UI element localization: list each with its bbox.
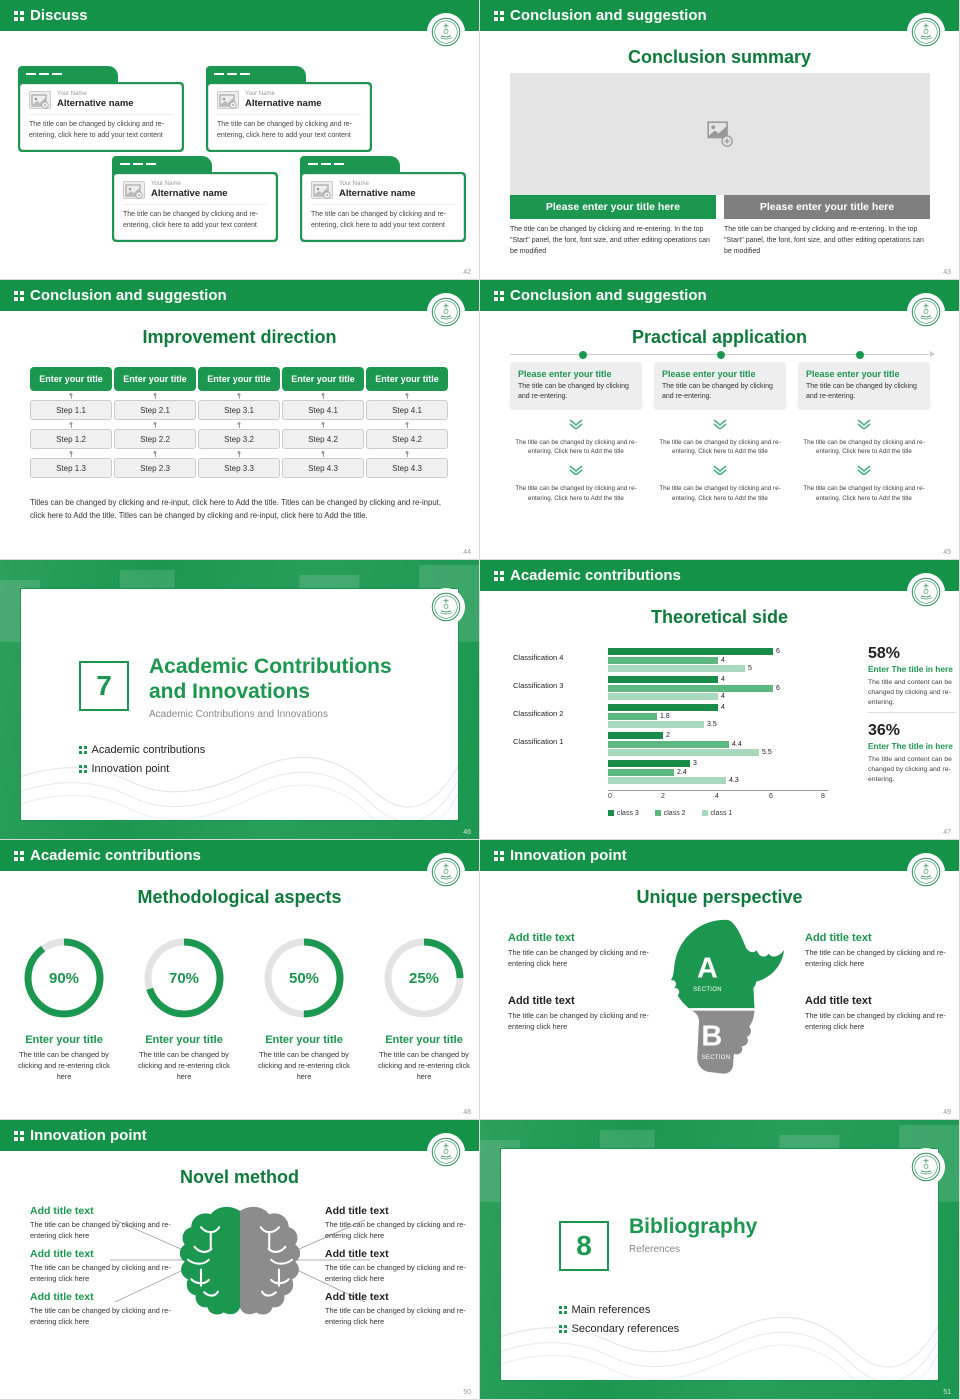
- svg-text:SECTION: SECTION: [702, 1055, 731, 1061]
- svg-text:90%: 90%: [49, 970, 79, 987]
- svg-text:25%: 25%: [409, 970, 439, 987]
- svg-text:B: B: [701, 1021, 722, 1053]
- svg-text:A: A: [697, 953, 718, 985]
- svg-text:70%: 70%: [169, 970, 199, 987]
- svg-text:50%: 50%: [289, 970, 319, 987]
- svg-text:SECTION: SECTION: [693, 987, 722, 993]
